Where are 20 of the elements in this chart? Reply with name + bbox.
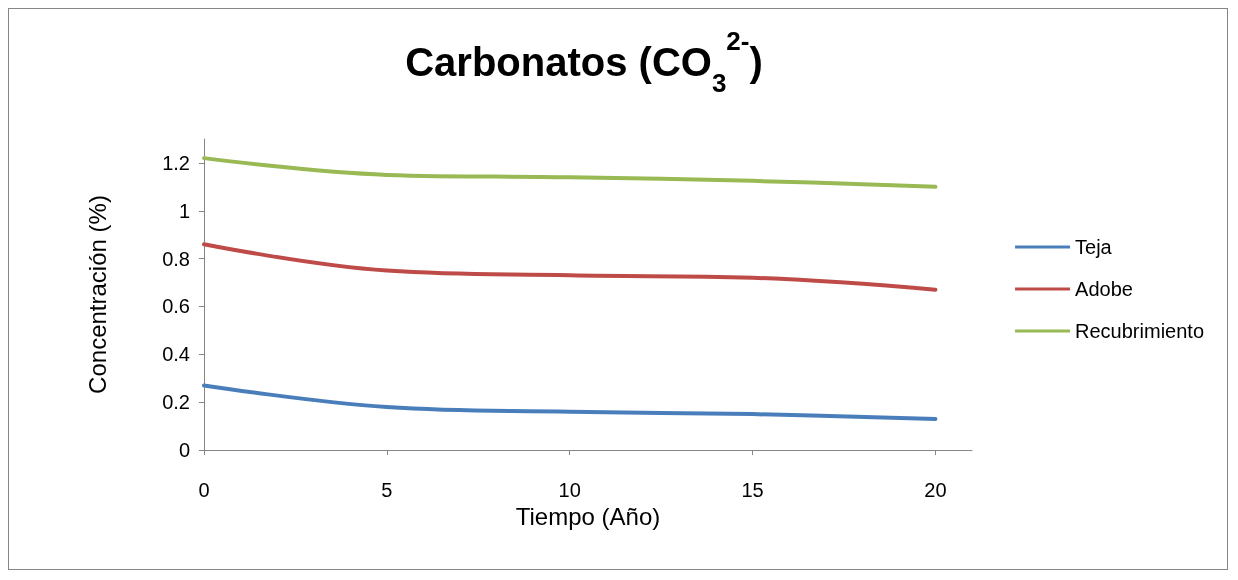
y-tick-label: 0.2 [162, 391, 190, 414]
y-tick-label: 0 [178, 439, 190, 461]
y-tick-label: 1 [178, 199, 190, 222]
legend-label: Adobe [1075, 278, 1133, 300]
x-tick-label: 20 [924, 479, 947, 501]
x-axis-title: Tiempo (Año) [515, 503, 661, 531]
y-tick-label: 0.8 [162, 247, 190, 270]
line-series [202, 156, 938, 189]
line-series [202, 383, 938, 421]
line-series [202, 242, 938, 292]
y-tick-label: 1.2 [162, 151, 190, 174]
legend-label: Recubrimiento [1075, 320, 1205, 342]
y-tick-label: 0.4 [162, 343, 190, 366]
y-axis-title: Concentración (%) [83, 195, 111, 394]
x-tick-label: 0 [198, 479, 210, 501]
x-tick-label: 5 [381, 479, 393, 501]
legend-label: Teja [1075, 236, 1113, 258]
y-tick-label: 0.6 [162, 295, 190, 318]
x-tick-label: 15 [741, 479, 764, 501]
x-tick-label: 10 [558, 479, 581, 501]
